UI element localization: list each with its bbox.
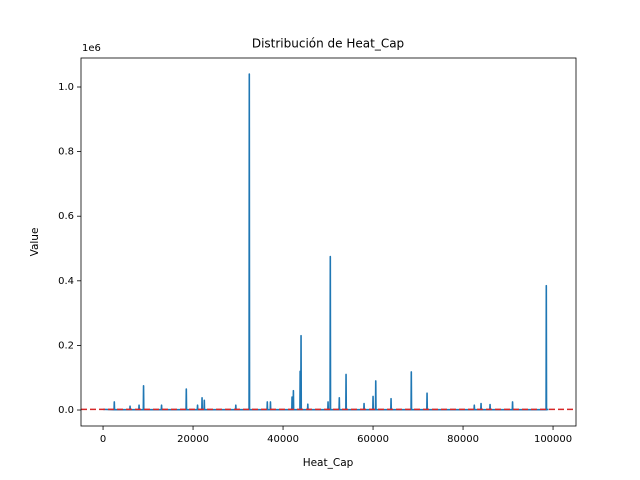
x-tick-label: 100000: [534, 434, 572, 445]
y-tick-label: 0.0: [58, 405, 74, 416]
x-tick-label: 0: [100, 434, 106, 445]
y-tick-label: 1.0: [58, 82, 74, 93]
y-tick-label: 0.2: [58, 340, 74, 351]
y-offset-label: 1e6: [82, 43, 101, 54]
y-tick-label: 0.6: [58, 211, 74, 222]
x-tick-label: 60000: [357, 434, 389, 445]
x-tick-label: 20000: [177, 434, 209, 445]
x-tick-label: 80000: [447, 434, 479, 445]
data-line: [103, 73, 549, 411]
y-tick-label: 0.4: [58, 276, 74, 287]
y-axis-label: Value: [29, 228, 41, 257]
chart-title: Distribución de Heat_Cap: [252, 37, 404, 51]
y-tick-label: 0.8: [58, 147, 74, 158]
x-axis-label: Heat_Cap: [303, 457, 354, 469]
x-tick-label: 40000: [267, 434, 299, 445]
plot-frame: [80, 57, 577, 427]
